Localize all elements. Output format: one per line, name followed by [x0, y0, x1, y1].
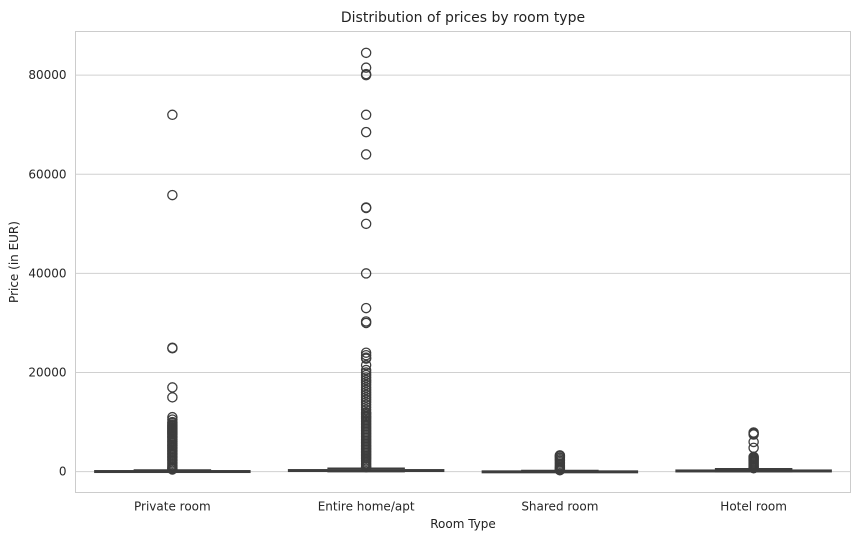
x-axis-label: Room Type: [430, 517, 496, 531]
x-tick-label: Private room: [134, 500, 211, 514]
outlier-point: [360, 461, 372, 473]
outlier-point: [167, 464, 178, 475]
outlier-point: [748, 429, 759, 440]
y-tick-label: 0: [59, 465, 67, 479]
outlier-point: [167, 109, 178, 121]
outlier-point: [360, 317, 372, 329]
outlier-point: [360, 149, 372, 160]
outlier-point: [360, 62, 372, 73]
plot-area-frame: [75, 31, 851, 493]
box-group: [481, 450, 639, 476]
y-tick-label: 80000: [28, 68, 66, 82]
outlier-point: [360, 126, 372, 138]
box-plot-marks: [94, 47, 832, 476]
outlier-point: [167, 189, 178, 201]
outlier-point: [360, 359, 372, 371]
x-tick-label: Shared room: [521, 500, 598, 514]
outlier-point: [748, 436, 759, 448]
outlier-point: [554, 464, 566, 476]
outlier-point: [360, 218, 372, 230]
box-group: [94, 109, 251, 475]
outlier-point: [360, 353, 372, 364]
outlier-point: [167, 343, 178, 354]
x-tick-label: Hotel room: [720, 500, 787, 514]
box-group: [675, 427, 832, 474]
outlier-point: [748, 462, 759, 474]
outlier-point: [360, 69, 372, 81]
chart-title: Distribution of prices by room type: [341, 10, 585, 26]
y-axis-label: Price (in EUR): [7, 221, 21, 303]
outlier-point: [167, 392, 178, 403]
y-tick-label: 40000: [28, 266, 66, 280]
box-group: [287, 47, 445, 473]
outlier-point: [360, 47, 372, 59]
y-tick-label: 20000: [28, 366, 66, 380]
outlier-point: [360, 302, 372, 314]
x-tick-label: Entire home/apt: [318, 500, 415, 514]
outlier-point: [360, 268, 372, 279]
outlier-point: [167, 382, 178, 393]
axis-ticks: 0 20000 40000 60000 80000 Private room Entire …: [28, 68, 787, 513]
y-tick-label: 60000: [28, 167, 66, 181]
outlier-point: [360, 202, 372, 214]
outlier-point: [360, 109, 372, 121]
